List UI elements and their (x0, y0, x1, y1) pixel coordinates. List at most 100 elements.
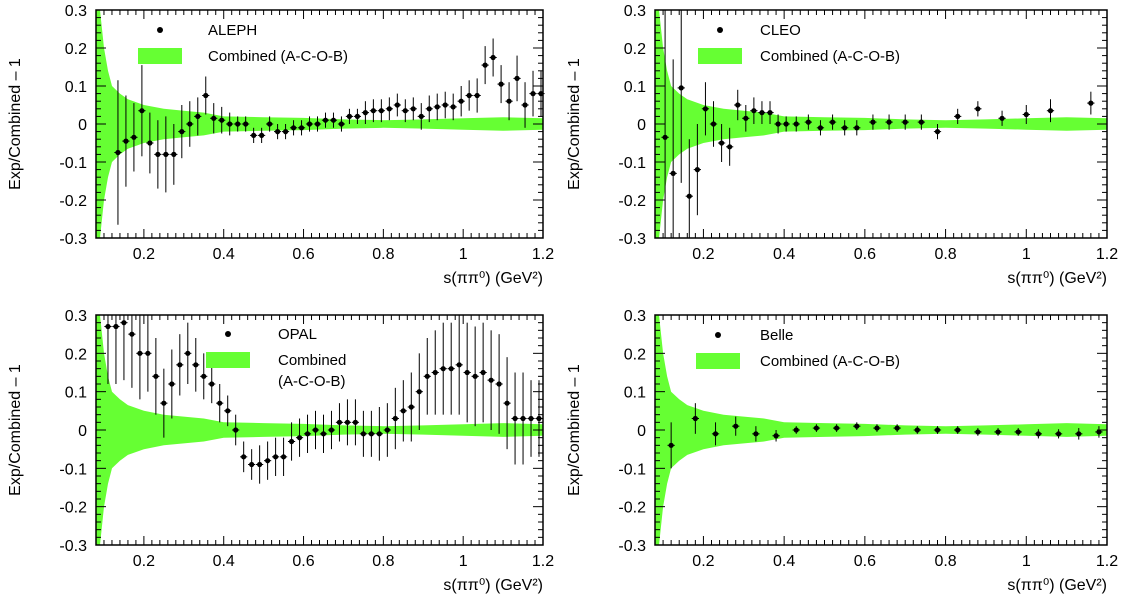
data-point (187, 121, 193, 127)
x-tick-label: 0.4 (213, 553, 235, 570)
data-point (193, 362, 199, 368)
data-point (426, 106, 432, 112)
data-point (1096, 429, 1102, 435)
x-tick-label: 0.6 (292, 553, 314, 570)
data-point (793, 121, 799, 127)
legend-label-band: Combined (A-C-O-B) (760, 353, 900, 370)
data-point (267, 121, 273, 127)
data-point (376, 431, 382, 437)
data-point (692, 415, 698, 422)
data-point (488, 377, 494, 383)
y-tick-label: 0 (637, 423, 646, 440)
data-point (1015, 429, 1021, 435)
data-point (330, 117, 337, 123)
data-point (169, 381, 175, 387)
data-point (306, 121, 313, 127)
data-point (161, 400, 167, 406)
data-point (320, 431, 327, 437)
data-point (241, 454, 247, 460)
data-point (886, 119, 892, 125)
data-point (662, 134, 668, 140)
data-point (735, 102, 741, 108)
legend-label-data: OPAL (278, 326, 317, 343)
data-point (955, 427, 961, 433)
y-axis-label: Exp/Combined – 1 (566, 58, 583, 190)
data-point (793, 427, 799, 433)
data-point (336, 419, 343, 425)
data-point (817, 125, 824, 131)
data-point (1023, 111, 1029, 118)
x-tick-label: 1.2 (532, 246, 554, 263)
x-tick-label: 0.6 (854, 246, 876, 263)
data-point (773, 433, 779, 439)
data-point (528, 415, 534, 422)
data-point (668, 442, 674, 448)
y-tick-label: 0.3 (65, 308, 87, 325)
data-point (538, 91, 544, 97)
data-point (370, 108, 376, 114)
data-point (480, 369, 486, 376)
data-point (171, 151, 177, 157)
data-point (743, 115, 749, 121)
data-point (384, 427, 390, 433)
y-tick-label: 0.1 (624, 79, 646, 96)
data-point (496, 381, 502, 387)
y-axis-label: Exp/Combined – 1 (566, 364, 583, 496)
y-tick-label: 0.3 (65, 3, 87, 20)
legend-swatch-band (698, 48, 742, 64)
data-point (402, 108, 408, 114)
data-point (410, 106, 416, 112)
data-point (105, 323, 111, 330)
data-point (1047, 108, 1054, 114)
x-tick-label: 0.8 (934, 553, 956, 570)
data-point (472, 373, 478, 379)
data-point (211, 115, 217, 121)
data-point (456, 362, 462, 368)
data-point (416, 389, 422, 395)
data-point (346, 113, 353, 119)
data-point (257, 461, 263, 468)
y-tick-label: -0.1 (59, 461, 87, 478)
data-point (506, 98, 512, 104)
data-point (113, 323, 119, 330)
data-point (344, 419, 351, 425)
x-tick-label: 0.4 (213, 246, 235, 263)
y-axis-label: Exp/Combined – 1 (7, 58, 24, 190)
data-point (733, 423, 739, 429)
x-axis-label: s(ππ⁰) (GeV²) (443, 577, 543, 594)
data-point (298, 125, 305, 131)
panel-cleo: 0.2 0.4 0.6 0.8 1 1.2 0.3 0.2 0.1 0 -0.1 -0.2 -0.3 s(… (566, 3, 1118, 287)
data-point (360, 431, 367, 437)
data-point (155, 151, 161, 157)
data-point (999, 115, 1005, 121)
x-tick-label: 0.2 (133, 553, 155, 570)
data-point (498, 81, 504, 87)
data-point (474, 92, 480, 99)
x-tick-label: 0.6 (292, 246, 314, 263)
data-point (274, 129, 281, 135)
x-tick-label: 0.2 (692, 553, 714, 570)
panel-aleph: 0.2 0.4 0.6 0.8 1 1.2 0.3 0.2 0.1 0 -0.1 -0.2 -0.3 s(… (7, 3, 554, 287)
legend-label-band: Combined (278, 352, 346, 369)
data-point (219, 117, 225, 123)
data-point (392, 415, 398, 422)
data-point (115, 149, 121, 156)
data-point (894, 425, 900, 431)
data-point (179, 129, 185, 135)
data-point (352, 419, 359, 425)
data-point (512, 415, 518, 422)
data-point (195, 113, 201, 119)
combined-band (655, 10, 1107, 238)
data-point (177, 362, 183, 368)
data-point (424, 373, 430, 379)
y-tick-label: 0.3 (624, 308, 646, 325)
data-point (902, 119, 908, 125)
data-point (217, 400, 223, 406)
data-point (834, 425, 840, 431)
data-point (829, 119, 836, 125)
data-point (386, 106, 392, 112)
x-tick-label: 1.2 (1096, 553, 1118, 570)
data-point (338, 121, 345, 127)
combined-band (655, 315, 1107, 545)
data-point (522, 102, 528, 108)
